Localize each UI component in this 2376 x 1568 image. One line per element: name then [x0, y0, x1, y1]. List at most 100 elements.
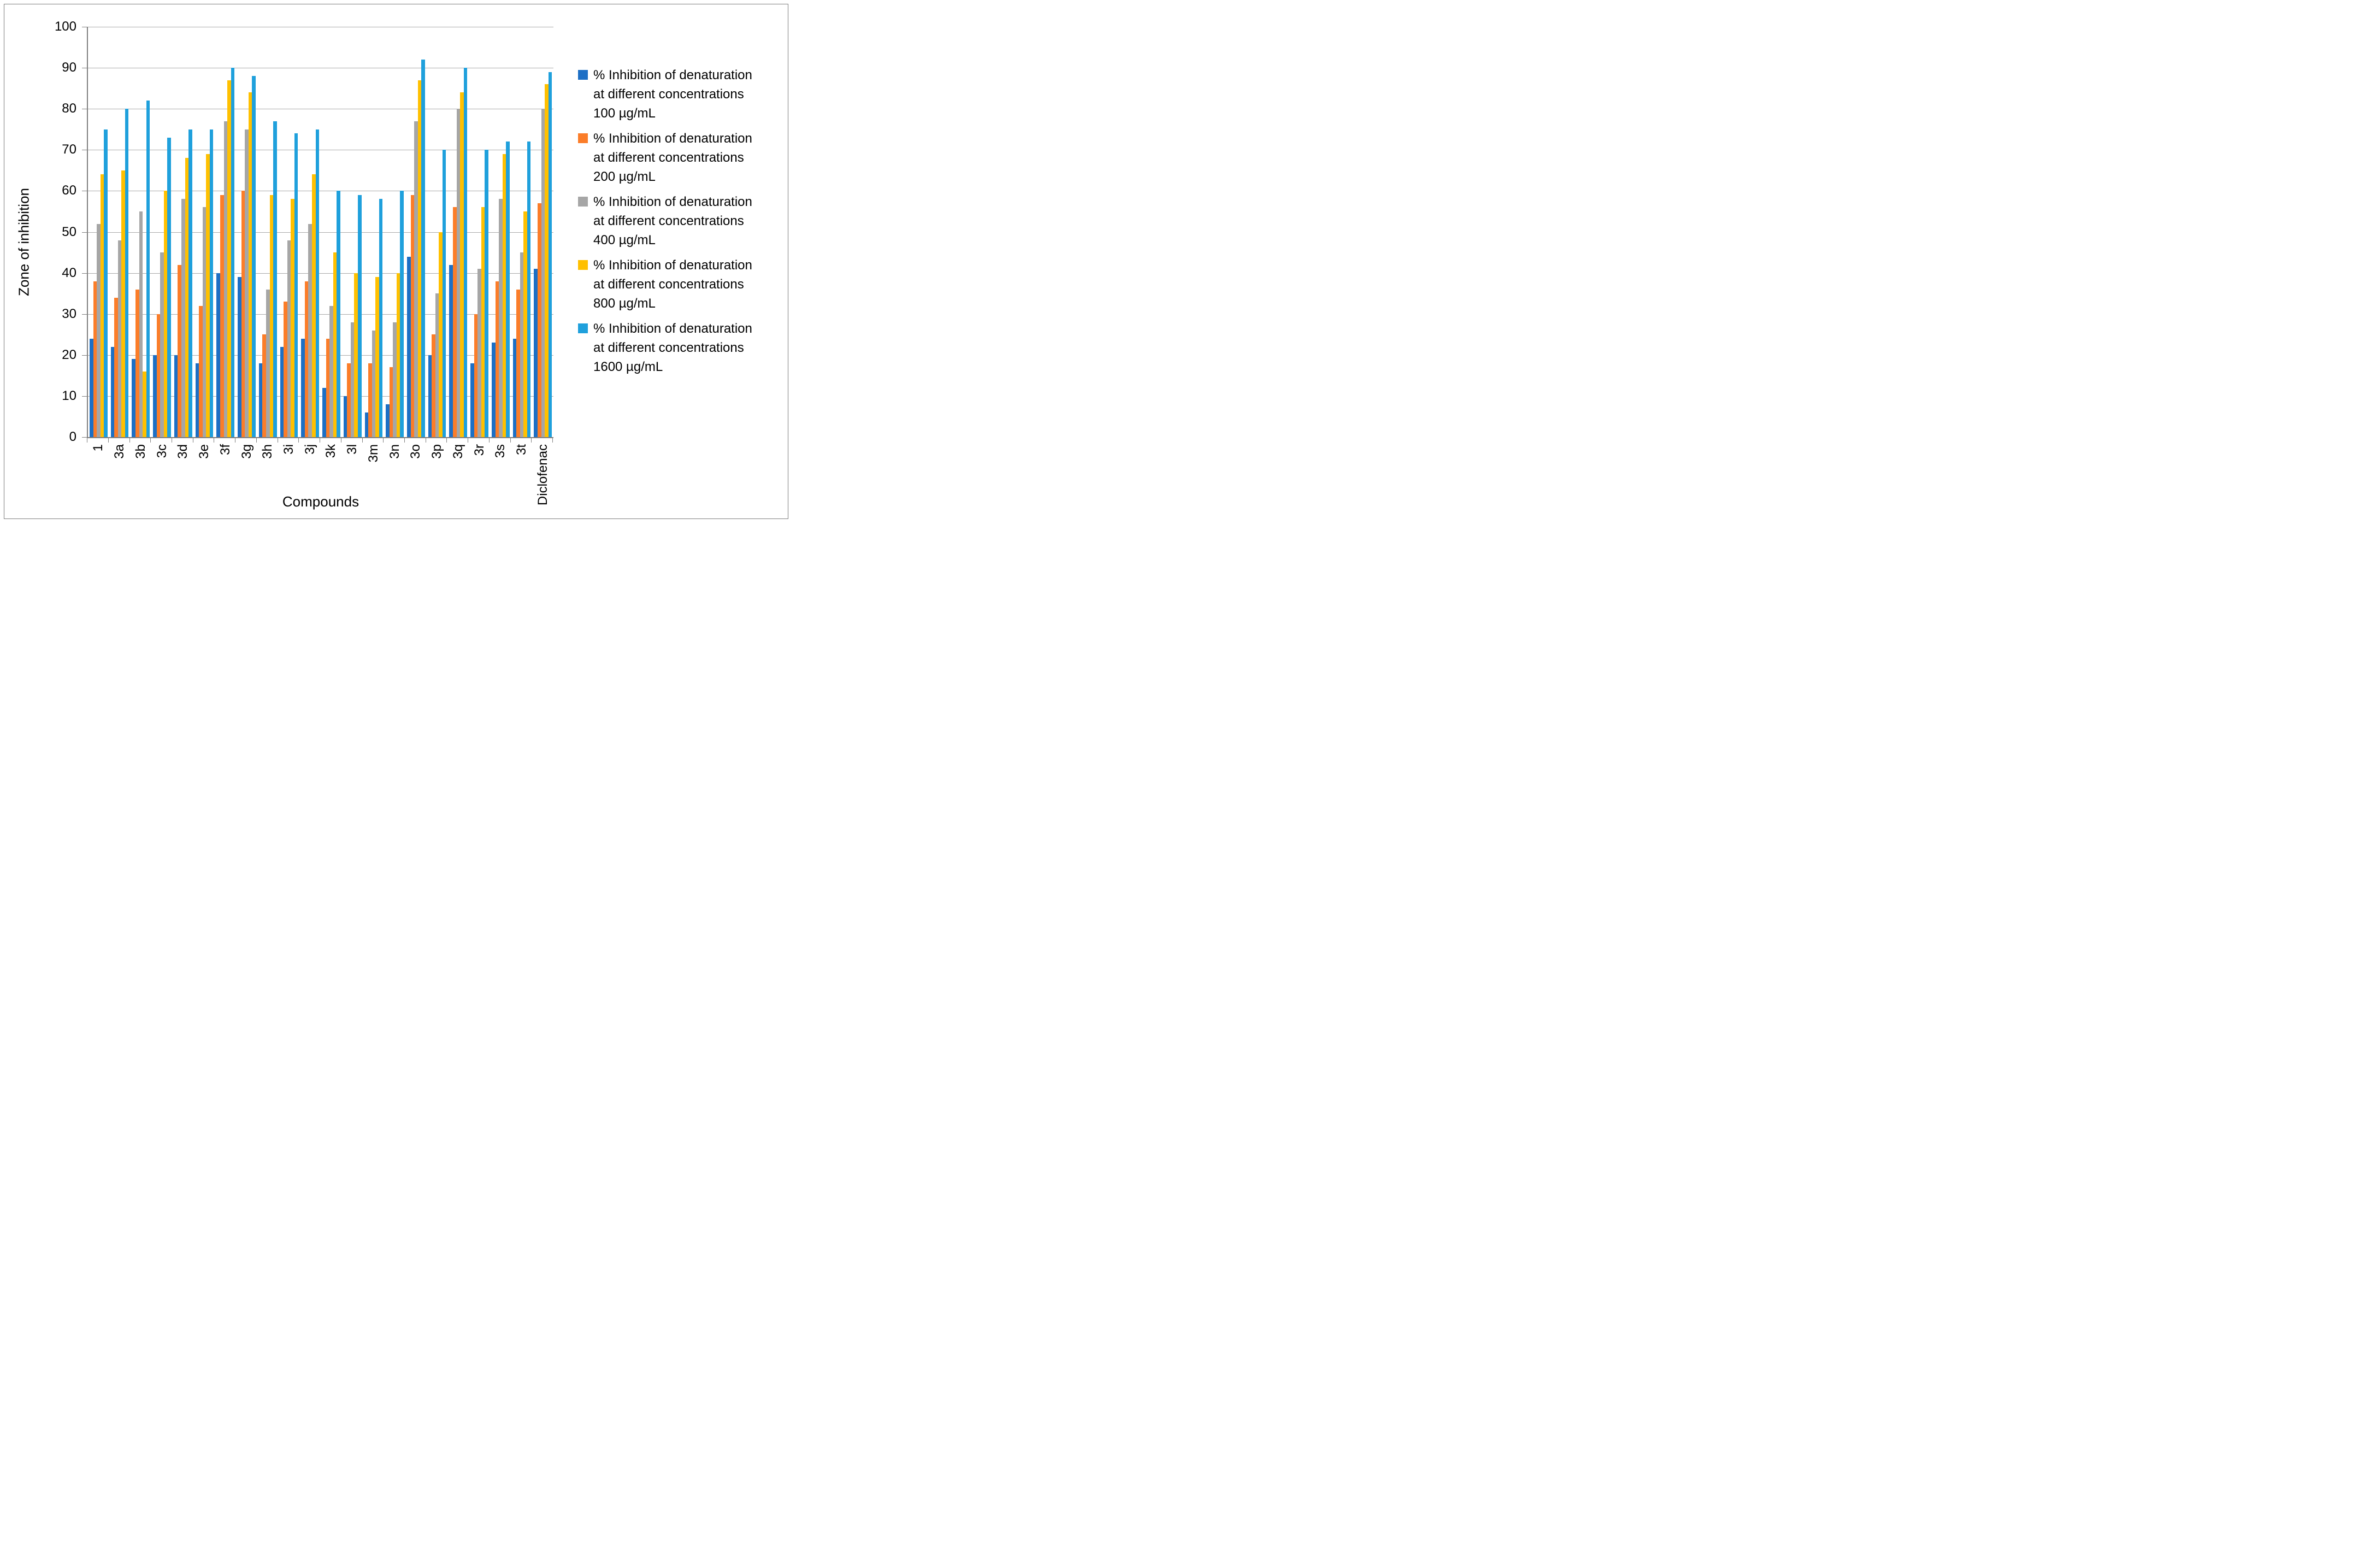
bar — [121, 170, 125, 437]
bar — [223, 121, 228, 437]
bar — [227, 80, 231, 437]
figure: Zone of inhibition 0 10 20 30 40 50 60 70 80 90 10… — [0, 0, 792, 523]
legend-label: % Inhibition of denaturation at different… — [593, 66, 752, 123]
y-axis-tick-labels: 0 10 20 30 40 50 60 70 80 90 100 — [22, 19, 76, 444]
bar-group-3q — [447, 27, 469, 437]
bar — [470, 363, 474, 437]
legend-label-line: at different concentrations — [593, 277, 744, 292]
bar — [393, 322, 397, 437]
bar — [135, 289, 139, 437]
bar — [428, 355, 432, 437]
bar — [266, 289, 270, 437]
bar-group-3a — [109, 27, 131, 437]
bar — [368, 363, 372, 437]
y-tick-label: 0 — [69, 429, 76, 444]
legend-label-line: % Inhibition of denaturation — [593, 68, 752, 82]
bar — [495, 281, 499, 437]
bar — [258, 363, 263, 437]
bar — [375, 277, 379, 437]
bar — [163, 191, 168, 437]
x-axis-tick-marks — [87, 437, 553, 443]
bar — [442, 150, 446, 437]
x-tick-label: 3o — [408, 444, 423, 459]
bar-group-3h — [257, 27, 279, 437]
x-tick-label: 3d — [175, 444, 191, 459]
legend: % Inhibition of denaturation at different… — [578, 66, 786, 382]
bar — [386, 404, 390, 437]
bar — [304, 281, 309, 437]
bar-group-3m — [363, 27, 385, 437]
legend-item: % Inhibition of denaturation at different… — [578, 256, 786, 313]
bar — [407, 256, 411, 437]
bar — [139, 211, 143, 437]
bar — [220, 194, 224, 437]
x-tick-label: 3r — [471, 444, 487, 456]
legend-label-line: 200 µg/mL — [593, 169, 656, 184]
bar — [231, 68, 235, 437]
bar-group-3l — [342, 27, 363, 437]
gridline — [88, 396, 553, 397]
bar-group-3d — [173, 27, 194, 437]
bar — [379, 199, 383, 437]
bar — [248, 92, 252, 437]
bar — [117, 240, 122, 437]
bar — [199, 305, 203, 437]
y-tick-label: 100 — [54, 19, 76, 34]
bar — [146, 101, 150, 437]
bar — [262, 334, 266, 437]
bar — [456, 109, 461, 437]
bar-group-3o — [405, 27, 427, 437]
bar — [548, 72, 552, 437]
bar — [506, 142, 510, 437]
bar — [541, 109, 545, 437]
legend-label-line: at different concentrations — [593, 340, 744, 355]
gridline — [88, 232, 553, 233]
bar — [396, 273, 400, 437]
x-tick-label: 3a — [112, 444, 127, 459]
bar — [545, 84, 549, 437]
legend-label-line: % Inhibition of denaturation — [593, 321, 752, 336]
y-tick-mark — [82, 396, 88, 397]
x-tick-label: 3c — [154, 444, 169, 458]
bar-group-1 — [88, 27, 109, 437]
y-tick-label: 40 — [62, 265, 76, 280]
bar — [414, 121, 418, 437]
bar — [491, 343, 496, 437]
bar — [337, 191, 340, 437]
bar — [516, 289, 520, 437]
bar — [294, 133, 298, 437]
y-axis-tick-marks — [82, 27, 88, 438]
bar — [178, 264, 182, 437]
x-tick-mark — [298, 437, 299, 443]
bar — [143, 371, 146, 437]
bar — [125, 109, 129, 437]
bar-group-Diclofenac — [532, 27, 553, 437]
legend-label: % Inhibition of denaturation at different… — [593, 192, 752, 250]
legend-swatch-icon — [578, 197, 588, 207]
bar — [308, 223, 312, 437]
bar-groups — [88, 27, 553, 437]
bar — [364, 412, 369, 437]
bar — [160, 252, 164, 437]
legend-label-line: 100 µg/mL — [593, 106, 656, 121]
bar — [432, 334, 435, 437]
y-tick-label: 60 — [62, 183, 76, 198]
x-tick-label: 3p — [429, 444, 445, 459]
bar — [523, 211, 527, 437]
bar — [315, 129, 320, 437]
bar — [481, 207, 485, 437]
legend-label-line: 400 µg/mL — [593, 233, 656, 247]
bar — [181, 199, 185, 437]
x-tick-mark — [108, 437, 109, 443]
bar — [435, 293, 439, 437]
bar — [156, 314, 161, 437]
bar — [333, 252, 337, 437]
bar — [216, 273, 220, 437]
x-tick-label: 3s — [493, 444, 508, 458]
legend-label-line: at different concentrations — [593, 150, 744, 165]
bar — [202, 207, 207, 437]
bar — [358, 194, 362, 437]
y-tick-label: 80 — [62, 101, 76, 116]
bar-group-3r — [469, 27, 490, 437]
bar — [110, 346, 115, 437]
